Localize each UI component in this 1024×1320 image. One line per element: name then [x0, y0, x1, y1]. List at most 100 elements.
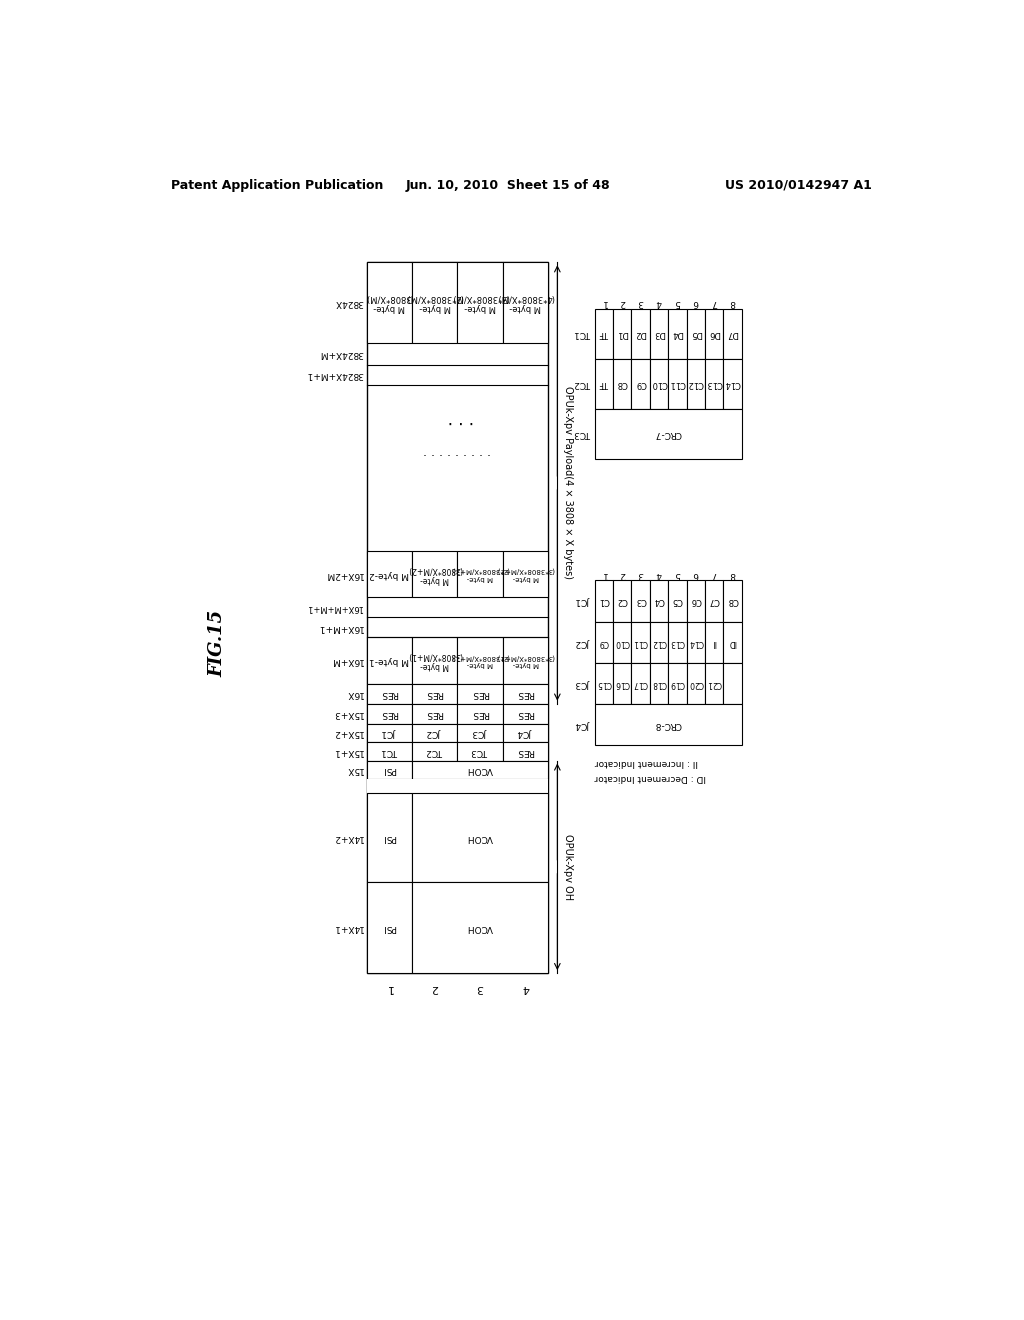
Text: 6: 6 [693, 298, 698, 306]
Text: C1: C1 [598, 597, 609, 606]
Text: JC1: JC1 [382, 729, 396, 738]
Text: C8: C8 [616, 379, 628, 388]
Text: C8: C8 [727, 597, 738, 606]
Bar [669, 622, 686, 663]
Text: JC4: JC4 [518, 729, 532, 738]
Text: 3824X+M+1: 3824X+M+1 [305, 371, 362, 379]
Text: RES: RES [381, 709, 398, 718]
Bar [412, 882, 548, 973]
Bar [503, 723, 548, 742]
Bar [669, 309, 686, 359]
Bar [595, 309, 613, 359]
Text: CRC-7: CRC-7 [654, 429, 682, 438]
Text: JC2: JC2 [427, 729, 442, 738]
Text: PSI: PSI [383, 833, 396, 842]
Text: C3: C3 [635, 597, 646, 606]
Bar [613, 581, 632, 622]
Text: 4: 4 [656, 570, 662, 578]
Bar [650, 622, 669, 663]
Text: 3824X: 3824X [334, 298, 362, 308]
Text: 3: 3 [638, 298, 643, 306]
Bar [458, 638, 503, 684]
Text: 16X+M: 16X+M [330, 656, 362, 665]
Text: 3824X+M: 3824X+M [318, 350, 362, 359]
Bar [705, 581, 723, 622]
Bar [367, 793, 412, 882]
Text: C18: C18 [651, 678, 667, 688]
Text: D1: D1 [616, 329, 628, 338]
Text: Patent Application Publication: Patent Application Publication [171, 178, 383, 191]
Bar [412, 793, 548, 882]
Text: OPUk-Xpv OH: OPUk-Xpv OH [563, 834, 573, 900]
Text: C17: C17 [633, 678, 648, 688]
Text: 14X+1: 14X+1 [332, 923, 362, 932]
Text: 1: 1 [601, 570, 606, 578]
Bar [705, 309, 723, 359]
Bar [367, 263, 548, 973]
Bar [503, 684, 548, 704]
Text: C6: C6 [690, 597, 701, 606]
Text: JC1: JC1 [577, 597, 591, 606]
Text: TC3: TC3 [573, 429, 591, 438]
Text: 1: 1 [601, 298, 606, 306]
Bar [503, 704, 548, 723]
Text: C14: C14 [724, 379, 740, 388]
Bar [503, 638, 548, 684]
Bar [650, 309, 669, 359]
Text: RES: RES [516, 747, 535, 756]
Bar [595, 581, 613, 622]
Bar [613, 309, 632, 359]
Text: M byte-
(3*3808*X/M+2): M byte- (3*3808*X/M+2) [497, 568, 554, 581]
Text: . . . . . . . . .: . . . . . . . . . [423, 450, 492, 463]
Text: CRC-8: CRC-8 [654, 719, 682, 729]
Text: VCOH: VCOH [467, 833, 494, 842]
Text: 2: 2 [431, 983, 438, 994]
Text: C7: C7 [709, 597, 720, 606]
Text: RES: RES [516, 689, 535, 698]
Bar [367, 684, 412, 704]
Text: C21: C21 [707, 678, 722, 688]
Bar [367, 779, 548, 793]
Text: JC3: JC3 [473, 729, 487, 738]
Bar [458, 552, 503, 598]
Text: RES: RES [381, 689, 398, 698]
Text: TC3: TC3 [472, 747, 488, 756]
Text: 5: 5 [675, 570, 680, 578]
Text: RES: RES [426, 709, 443, 718]
Bar [367, 704, 412, 723]
Text: 6: 6 [693, 570, 698, 578]
Bar [595, 409, 741, 459]
Text: 16X+M+1: 16X+M+1 [316, 623, 362, 632]
Text: 5: 5 [675, 298, 680, 306]
Text: C12: C12 [651, 638, 667, 647]
Bar [686, 622, 705, 663]
Bar [632, 359, 650, 409]
Text: 2: 2 [620, 298, 625, 306]
Bar [686, 359, 705, 409]
Text: C13: C13 [670, 638, 685, 647]
Bar [503, 552, 548, 598]
Text: M byte-
(2*3808*X/M+2): M byte- (2*3808*X/M+2) [451, 568, 509, 581]
Text: ID: ID [728, 638, 736, 647]
Text: 7: 7 [712, 298, 717, 306]
Bar [412, 552, 458, 598]
Bar [458, 723, 503, 742]
Bar [458, 742, 503, 760]
Text: TC1: TC1 [381, 747, 397, 756]
Text: M byte-2: M byte-2 [370, 570, 410, 578]
Bar [723, 581, 741, 622]
Text: C13: C13 [706, 379, 723, 388]
Text: FIG.15: FIG.15 [208, 610, 226, 677]
Bar [458, 684, 503, 704]
Text: 15X+2: 15X+2 [332, 729, 362, 738]
Text: C4: C4 [653, 597, 665, 606]
Bar [705, 663, 723, 704]
Text: D6: D6 [709, 329, 720, 338]
Bar [613, 359, 632, 409]
Text: JC2: JC2 [577, 638, 591, 647]
Bar [686, 663, 705, 704]
Bar [412, 723, 458, 742]
Text: C5: C5 [672, 597, 683, 606]
Text: C19: C19 [670, 678, 685, 688]
Bar [650, 581, 669, 622]
